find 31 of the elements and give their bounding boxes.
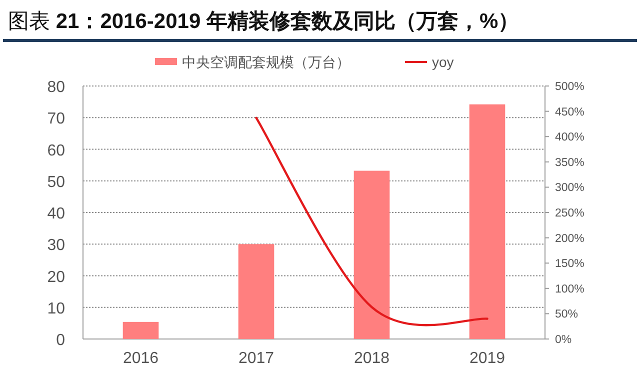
y-tick-label: 80: [47, 79, 66, 96]
bar: [469, 104, 506, 339]
y-tick-label: 30: [47, 237, 66, 254]
y2-tick-label: 250%: [555, 208, 584, 220]
y2-tick-label: 450%: [555, 106, 584, 118]
x-tick-label: 2017: [238, 350, 274, 367]
y-tick-label: 10: [47, 300, 66, 318]
bar: [354, 170, 390, 339]
y2-tick-label: 150%: [555, 258, 584, 270]
y2-tick-label: 100%: [555, 283, 584, 296]
y2-tick-label: 50%: [555, 308, 578, 321]
y2-tick-label: 350%: [555, 156, 584, 169]
legend-label: yoy: [432, 54, 454, 70]
x-tick-label: 2019: [469, 350, 506, 367]
x-tick-label: 2018: [354, 350, 390, 367]
y-tick-label: 40: [47, 206, 66, 222]
y2-tick-label: 400%: [555, 132, 584, 144]
y-tick-label: 70: [47, 110, 66, 128]
legend-label: 中央空调配套规模（万台）: [182, 54, 350, 70]
y2-tick-label: 0%: [555, 334, 572, 346]
chart-title: 图表 21：2016-2019 年精装修套数及同比（万套，%）: [8, 10, 520, 33]
y2-tick-label: 200%: [555, 232, 584, 245]
y-tick-label: 20: [47, 268, 66, 286]
y-tick-label: 60: [47, 142, 66, 160]
y2-tick-label: 500%: [555, 81, 584, 93]
bar: [122, 322, 159, 339]
y-tick-label: 50: [47, 174, 66, 191]
y-tick-label: 0: [56, 332, 66, 349]
x-tick-label: 2016: [122, 350, 159, 367]
y2-tick-label: 300%: [555, 182, 584, 194]
bar: [238, 244, 274, 339]
